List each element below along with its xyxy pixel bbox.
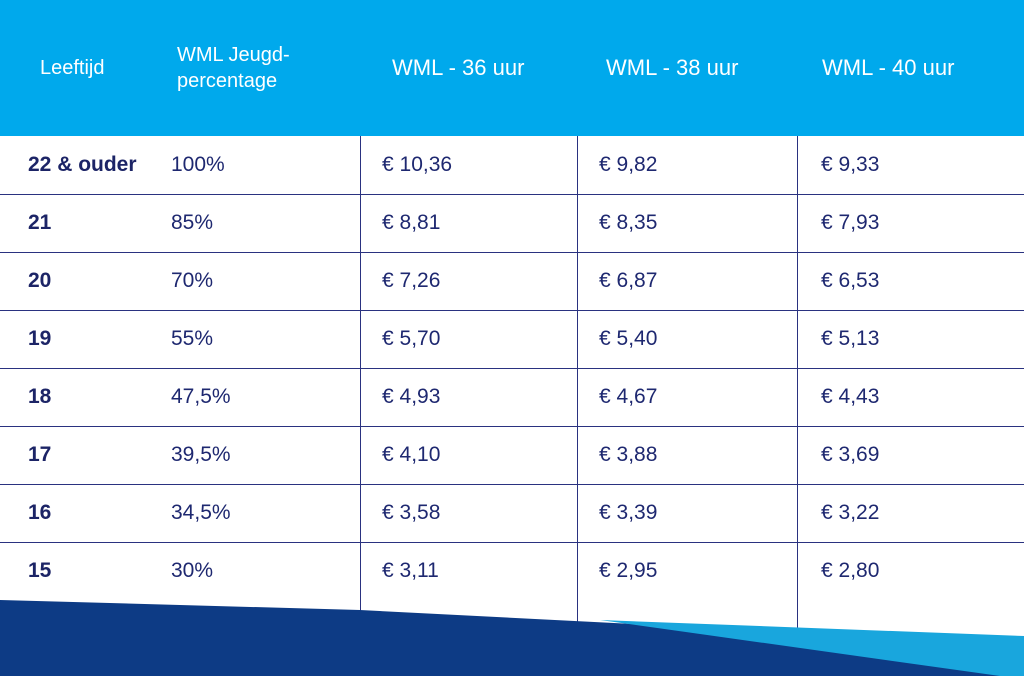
cell-wml-38: € 5,40 (599, 327, 658, 350)
row-divider (0, 484, 1024, 485)
cell-percentage: 47,5% (171, 385, 231, 408)
row-divider (0, 368, 1024, 369)
cell-wml-40: € 5,13 (821, 327, 880, 350)
cell-wml-38: € 8,35 (599, 211, 658, 234)
decorative-bottom-band (0, 600, 1024, 676)
cell-percentage: 34,5% (171, 501, 231, 524)
cell-percentage: 85% (171, 211, 214, 234)
table-row: 16 34,5% € 3,58 € 3,39 € 3,22 (0, 484, 1024, 542)
table-header: Leeftijd WML Jeugd- percentage WML - 36 … (0, 0, 1024, 136)
cell-wml-38: € 6,87 (599, 269, 658, 292)
cell-wml-40: € 7,93 (821, 211, 880, 234)
cell-wml-36: € 4,93 (382, 385, 441, 408)
column-divider (797, 136, 798, 630)
cell-percentage: 39,5% (171, 443, 231, 466)
cell-wml-38: € 9,82 (599, 153, 658, 176)
cell-wml-40: € 2,80 (821, 559, 880, 582)
header-wml-38: WML - 38 uur (606, 55, 739, 80)
table-row: 22 & ouder 100% € 10,36 € 9,82 € 9,33 (0, 136, 1024, 194)
cell-wml-40: € 3,69 (821, 443, 880, 466)
cell-wml-38: € 2,95 (599, 559, 658, 582)
header-percentage: WML Jeugd- percentage (177, 44, 290, 92)
column-divider (577, 136, 578, 630)
row-divider (0, 542, 1024, 543)
cell-wml-38: € 3,39 (599, 501, 658, 524)
cell-wml-40: € 4,43 (821, 385, 880, 408)
table-row: 20 70% € 7,26 € 6,87 € 6,53 (0, 252, 1024, 310)
row-divider (0, 194, 1024, 195)
cell-wml-36: € 3,11 (382, 559, 439, 582)
cell-percentage: 30% (171, 559, 214, 582)
cell-wml-36: € 7,26 (382, 269, 441, 292)
row-divider (0, 310, 1024, 311)
row-divider (0, 426, 1024, 427)
cell-age: 22 & ouder (28, 153, 137, 176)
cell-percentage: 55% (171, 327, 214, 350)
table-row: 18 47,5% € 4,93 € 4,67 € 4,43 (0, 368, 1024, 426)
table-row: 15 30% € 3,11 € 2,95 € 2,80 (0, 542, 1024, 600)
cell-age: 21 (28, 211, 52, 234)
cell-wml-36: € 5,70 (382, 327, 441, 350)
cell-wml-38: € 4,67 (599, 385, 658, 408)
cell-wml-36: € 10,36 (382, 153, 453, 176)
row-divider (0, 252, 1024, 253)
cell-wml-40: € 9,33 (821, 153, 880, 176)
cell-age: 17 (28, 443, 52, 466)
header-wml-36: WML - 36 uur (392, 55, 525, 80)
cell-age: 15 (28, 559, 52, 582)
column-divider (360, 136, 361, 630)
cell-age: 18 (28, 385, 52, 408)
cell-age: 19 (28, 327, 52, 350)
cell-percentage: 100% (171, 153, 225, 176)
table-row: 21 85% € 8,81 € 8,35 € 7,93 (0, 194, 1024, 252)
cell-wml-40: € 3,22 (821, 501, 880, 524)
header-age: Leeftijd (40, 57, 105, 79)
cell-percentage: 70% (171, 269, 214, 292)
cell-wml-38: € 3,88 (599, 443, 658, 466)
table-row: 17 39,5% € 4,10 € 3,88 € 3,69 (0, 426, 1024, 484)
cell-wml-36: € 4,10 (382, 443, 441, 466)
cell-age: 20 (28, 269, 52, 292)
header-wml-40: WML - 40 uur (822, 55, 955, 80)
table-row: 19 55% € 5,70 € 5,40 € 5,13 (0, 310, 1024, 368)
cell-wml-36: € 3,58 (382, 501, 441, 524)
cell-age: 16 (28, 501, 52, 524)
cell-wml-36: € 8,81 (382, 211, 441, 234)
cell-wml-40: € 6,53 (821, 269, 880, 292)
